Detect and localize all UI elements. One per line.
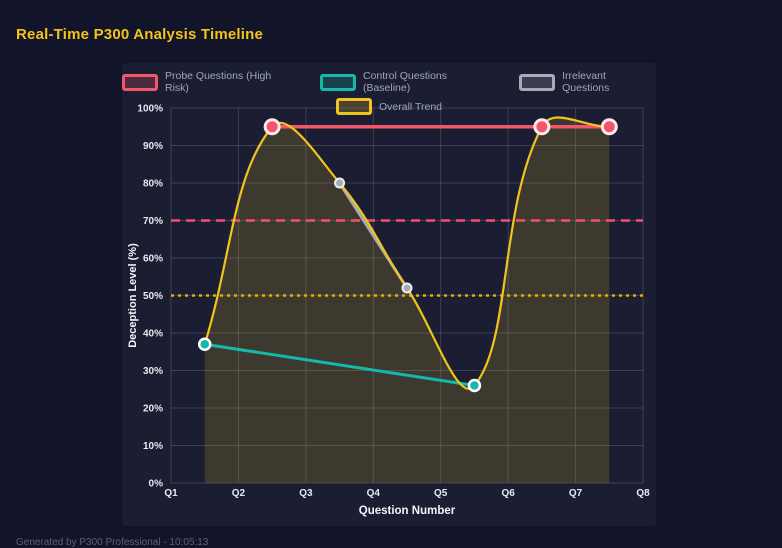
y-tick-label: 0%	[149, 479, 164, 490]
y-tick-label: 50%	[143, 291, 163, 302]
area-fill-trend	[204, 117, 610, 483]
legend-item-probe[interactable]: Probe Questions (High Risk)	[122, 70, 298, 94]
y-tick-label: 40%	[143, 329, 163, 340]
timeline-chart[interactable]: 0% 10% 20% 30% 40% 50% 60% 70% 80% 90% 100% Q1 Q2 Q3 Q…	[122, 63, 656, 526]
chart-panel: Probe Questions (High Risk) Control Quest…	[122, 63, 656, 526]
x-tick-label: Q5	[434, 488, 448, 499]
y-tick-label: 20%	[143, 404, 163, 415]
legend-swatch-trend	[335, 98, 372, 115]
data-point-probe-0[interactable]	[263, 118, 281, 136]
x-axis-title: Question Number	[359, 505, 456, 517]
page-title: Real-Time P300 Analysis Timeline	[16, 26, 264, 43]
y-tick-label: 10%	[143, 441, 163, 452]
legend-label-irrelevant: Irrelevant Questions	[562, 70, 610, 94]
y-tick-label: 100%	[137, 104, 163, 115]
legend-label-trend: Overall Trend	[378, 100, 443, 113]
x-tick-label: Q3	[299, 488, 313, 499]
legend-label-control: Control Questions (Baseline)	[362, 70, 447, 94]
data-point-probe-2[interactable]	[600, 118, 618, 136]
data-point-irrelevant-0[interactable]	[334, 177, 346, 189]
data-point-control-1[interactable]	[467, 378, 482, 393]
x-tick-label: Q8	[636, 488, 650, 499]
y-tick-label: 90%	[143, 141, 163, 152]
x-tick-label: Q6	[501, 488, 515, 499]
y-tick-label: 60%	[143, 254, 163, 265]
legend-row: Overall Trend	[335, 98, 443, 115]
x-tick-label: Q2	[232, 488, 246, 499]
legend-swatch-irrelevant	[519, 73, 556, 91]
data-point-probe-1[interactable]	[533, 118, 551, 136]
data-point-irrelevant-1[interactable]	[401, 282, 413, 294]
x-tick-label: Q7	[569, 488, 583, 499]
footer-note: Generated by P300 Professional - 10:05:1…	[16, 537, 209, 548]
y-tick-label: 70%	[143, 216, 163, 227]
legend-row: Probe Questions (High Risk) Control Quest…	[122, 70, 656, 94]
legend-item-trend[interactable]: Overall Trend	[335, 98, 443, 115]
legend-item-control[interactable]: Control Questions (Baseline)	[319, 70, 497, 94]
legend-label-probe: Probe Questions (High Risk)	[164, 70, 272, 94]
chart-legend: Probe Questions (High Risk) Control Quest…	[122, 70, 656, 115]
legend-swatch-control	[319, 73, 356, 91]
x-tick-label: Q1	[164, 488, 178, 499]
x-tick-label: Q4	[367, 488, 381, 499]
y-tick-label: 80%	[143, 179, 163, 190]
data-point-control-0[interactable]	[197, 337, 212, 351]
y-axis-title: Deception Level (%)	[127, 243, 139, 348]
y-tick-label: 30%	[143, 366, 163, 377]
legend-swatch-probe	[122, 73, 158, 91]
legend-item-irrelevant[interactable]: Irrelevant Questions	[519, 70, 656, 94]
series-line-control	[203, 342, 476, 387]
